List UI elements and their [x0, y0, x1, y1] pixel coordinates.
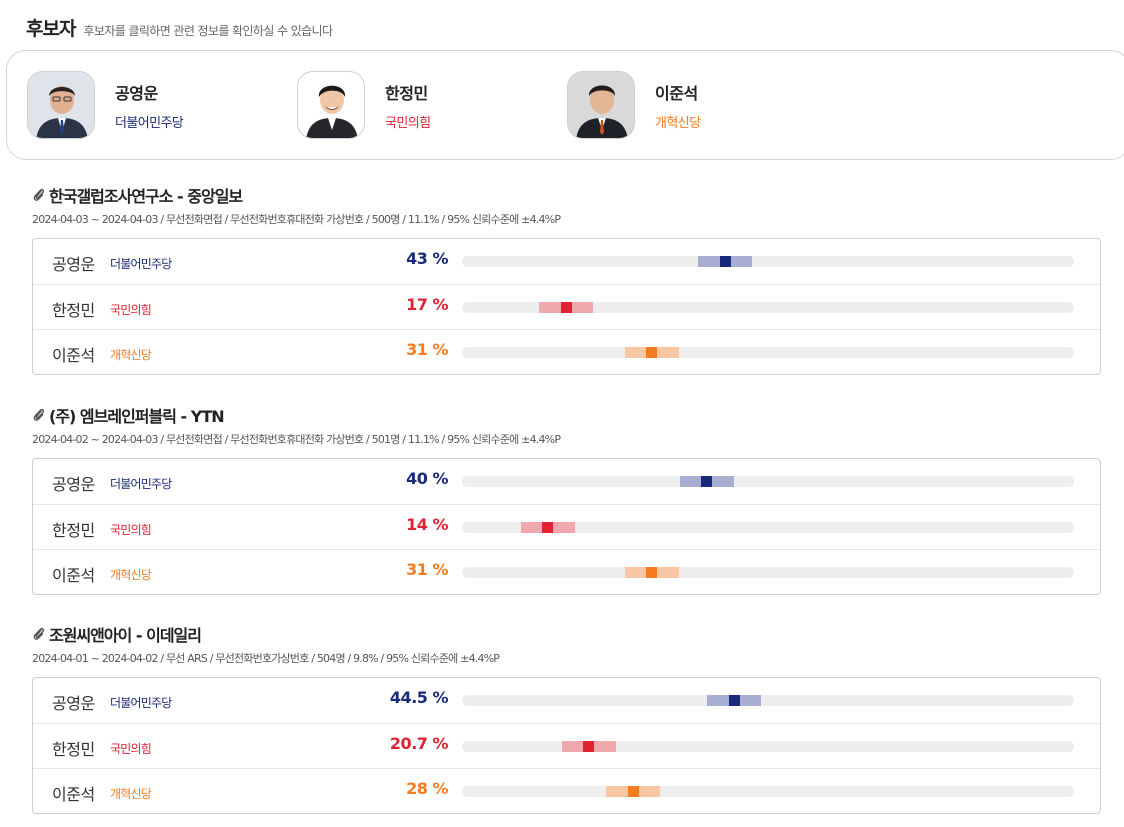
poll-title-text: (주) 엠브레인퍼블릭 - YTN [49, 407, 225, 426]
result-bar-track [462, 522, 1074, 533]
candidate-party: 국민의힘 [385, 115, 431, 131]
section-header: 후보자 후보자를 클릭하면 관련 정보를 확인하실 수 있습니다 [26, 14, 333, 41]
result-party: 국민의힘 [110, 523, 152, 537]
result-point [728, 695, 740, 706]
result-point [583, 741, 595, 752]
result-row: 한정민 국민의힘 20.7 % [33, 723, 1100, 768]
result-candidate-name: 한정민 [52, 740, 95, 759]
poll-title[interactable]: 조원씨앤아이 - 이데일리 [32, 622, 202, 646]
paperclip-icon [32, 626, 46, 642]
result-point [701, 476, 713, 487]
result-row: 공영운 더불어민주당 44.5 % [33, 678, 1100, 723]
poll-meta: 2024-04-02 ~ 2024-04-03 / 무선전화면접 / 무선전화번… [32, 433, 561, 446]
poll-results: 공영운 더불어민주당 43 % 한정민 국민의힘 17 % 이준석 개혁신당 31 % [32, 238, 1101, 375]
result-percent: 31 % [406, 560, 448, 579]
candidate-card-1[interactable]: 공영운 더불어민주당 [27, 71, 184, 139]
result-candidate-name: 공영운 [52, 475, 95, 494]
result-party: 더불어민주당 [110, 696, 172, 710]
result-party: 개혁신당 [110, 348, 152, 362]
result-row: 공영운 더불어민주당 40 % [33, 459, 1100, 504]
candidate-name: 한정민 [385, 83, 428, 103]
result-candidate-name: 한정민 [52, 521, 95, 540]
result-row: 한정민 국민의힘 17 % [33, 284, 1100, 329]
candidate-photo[interactable] [567, 71, 635, 139]
result-point [542, 522, 554, 533]
candidate-card-3[interactable]: 이준석 개혁신당 [567, 71, 701, 139]
result-bar-track [462, 302, 1074, 313]
section-title: 후보자 [26, 18, 76, 40]
paperclip-icon [32, 407, 46, 423]
result-bar-track [462, 476, 1074, 487]
section-subtitle: 후보자를 클릭하면 관련 정보를 확인하실 수 있습니다 [83, 24, 333, 38]
result-point [560, 302, 572, 313]
candidate-name: 공영운 [115, 83, 158, 103]
result-percent: 31 % [406, 340, 448, 359]
result-point [627, 786, 639, 797]
result-percent: 20.7 % [389, 734, 449, 753]
poll-results: 공영운 더불어민주당 44.5 % 한정민 국민의힘 20.7 % 이준석 개혁신당 28 % [32, 677, 1101, 814]
result-bar-track [462, 786, 1074, 797]
candidate-list: 공영운 더불어민주당 한정민 국민의힘 [6, 50, 1124, 160]
result-point [719, 256, 731, 267]
result-row: 공영운 더불어민주당 43 % [33, 239, 1100, 284]
result-party: 더불어민주당 [110, 477, 172, 491]
result-percent: 44.5 % [389, 688, 449, 707]
result-candidate-name: 이준석 [52, 785, 95, 804]
result-point [646, 567, 658, 578]
poll-title-text: 한국갤럽조사연구소 - 중앙일보 [49, 187, 243, 206]
result-row: 한정민 국민의힘 14 % [33, 504, 1100, 549]
poll-title-text: 조원씨앤아이 - 이데일리 [49, 626, 202, 645]
result-bar-track [462, 256, 1074, 267]
result-party: 개혁신당 [110, 568, 152, 582]
result-candidate-name: 이준석 [52, 566, 95, 585]
result-bar-track [462, 741, 1074, 752]
candidate-photo[interactable] [297, 71, 365, 139]
candidate-photo[interactable] [27, 71, 95, 139]
result-row: 이준석 개혁신당 28 % [33, 768, 1100, 813]
candidate-card-2[interactable]: 한정민 국민의힘 [297, 71, 431, 139]
result-party: 국민의힘 [110, 742, 152, 756]
candidate-party: 개혁신당 [655, 115, 701, 131]
result-candidate-name: 공영운 [52, 694, 95, 713]
result-point [646, 347, 658, 358]
candidate-name: 이준석 [655, 83, 698, 103]
poll-title[interactable]: 한국갤럽조사연구소 - 중앙일보 [32, 183, 243, 207]
result-percent: 28 % [406, 779, 448, 798]
result-party: 개혁신당 [110, 787, 152, 801]
poll-title[interactable]: (주) 엠브레인퍼블릭 - YTN [32, 403, 225, 427]
result-percent: 43 % [406, 249, 448, 268]
result-bar-track [462, 347, 1074, 358]
poll-meta: 2024-04-03 ~ 2024-04-03 / 무선전화면접 / 무선전화번… [32, 213, 561, 226]
result-percent: 17 % [406, 295, 448, 314]
result-candidate-name: 한정민 [52, 301, 95, 320]
result-bar-track [462, 567, 1074, 578]
candidate-party: 더불어민주당 [115, 115, 184, 131]
result-row: 이준석 개혁신당 31 % [33, 549, 1100, 594]
result-party: 더불어민주당 [110, 257, 172, 271]
paperclip-icon [32, 187, 46, 203]
poll-meta: 2024-04-01 ~ 2024-04-02 / 무선 ARS / 무선전화번… [32, 652, 500, 665]
poll-results: 공영운 더불어민주당 40 % 한정민 국민의힘 14 % 이준석 개혁신당 31 % [32, 458, 1101, 595]
result-percent: 40 % [406, 469, 448, 488]
result-party: 국민의힘 [110, 303, 152, 317]
result-candidate-name: 이준석 [52, 346, 95, 365]
result-bar-track [462, 695, 1074, 706]
result-row: 이준석 개혁신당 31 % [33, 329, 1100, 374]
result-percent: 14 % [406, 515, 448, 534]
result-candidate-name: 공영운 [52, 255, 95, 274]
